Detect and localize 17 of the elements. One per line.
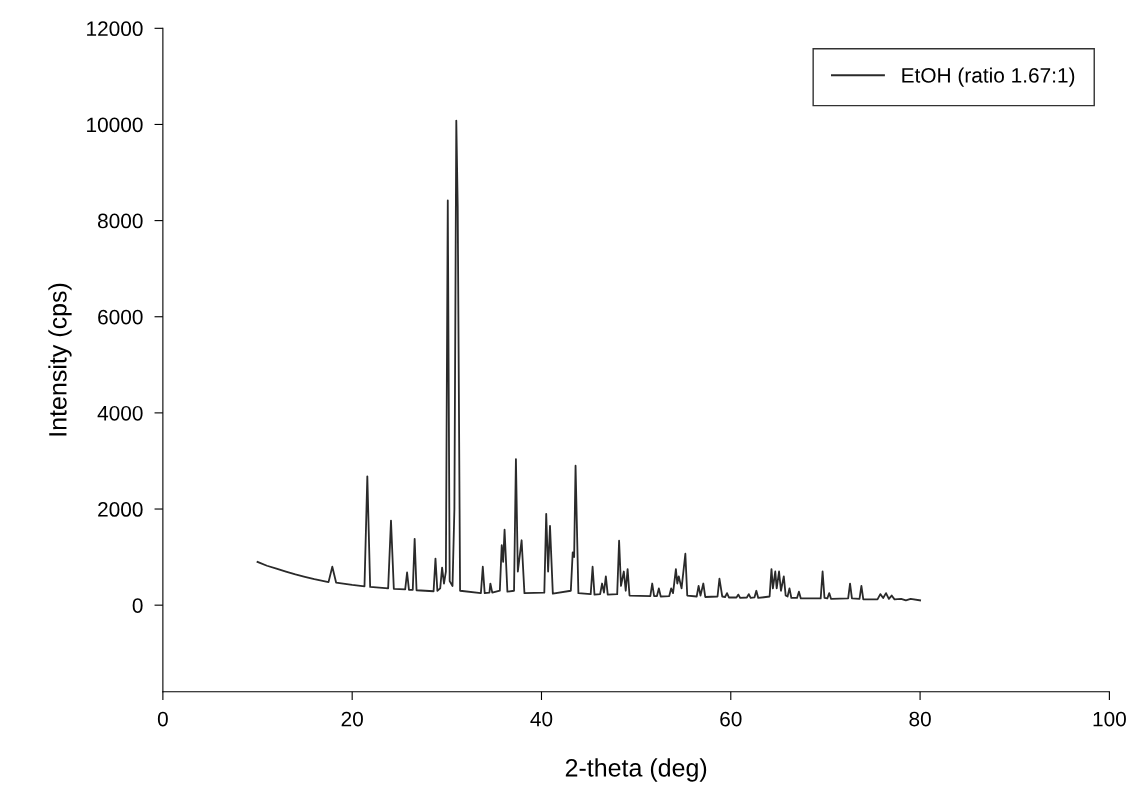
x-tick-label: 60 — [720, 711, 742, 727]
x-axis-title: 2-theta (deg) — [565, 758, 707, 782]
line-series — [256, 119, 921, 602]
y-tick-label: 0 — [132, 598, 143, 613]
y-tick-label: 4000 — [97, 405, 143, 421]
y-tick-label: 12000 — [87, 21, 143, 37]
y-axis-title: Intensity (cps) — [48, 283, 72, 436]
legend-label: EtOH (ratio 1.67:1) — [902, 67, 1075, 87]
x-tick-label: 100 — [1093, 711, 1126, 727]
y-tick-label: 2000 — [98, 502, 143, 517]
y-tick-label: 8000 — [98, 213, 143, 229]
x-tick-label: 0 — [157, 711, 168, 727]
y-tick-label: 6000 — [98, 309, 143, 325]
x-tick-label: 20 — [341, 711, 363, 727]
x-tick-label: 80 — [909, 711, 931, 727]
y-tick-label: 10000 — [87, 117, 143, 133]
x-tick-label: 40 — [530, 711, 553, 727]
